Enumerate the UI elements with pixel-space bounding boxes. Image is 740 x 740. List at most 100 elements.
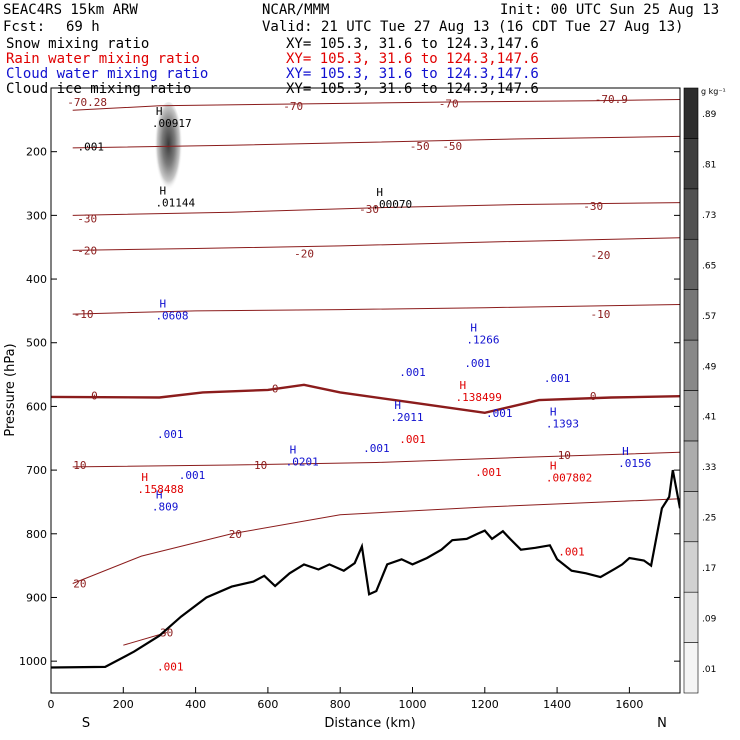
- header-fcst-hours: 69 h: [66, 19, 100, 35]
- mixing-ratio-contour-label: .001: [399, 366, 426, 379]
- maximum-marker: H: [156, 488, 163, 501]
- temperature-contour-line: [72, 202, 680, 216]
- y-tick-label: 900: [26, 591, 47, 604]
- temperature-contour-label: 10: [254, 459, 267, 472]
- maximum-value-label: .0608: [155, 309, 188, 322]
- maximum-value-label: .1393: [546, 418, 579, 431]
- colorbar-swatch: [683, 87, 699, 139]
- colorbar-level-label: .25: [702, 514, 716, 524]
- temperature-contour-label: -20: [294, 248, 314, 261]
- x-tick-label: 1200: [471, 698, 499, 711]
- maximum-marker: H: [459, 379, 466, 392]
- colorbar-level-label: .09: [702, 614, 717, 624]
- maximum-value-label: .00917: [152, 117, 192, 130]
- temperature-contour-label: -50: [442, 140, 462, 153]
- colorbar-swatch: [683, 339, 699, 391]
- field-rain-label: Rain water mixing ratio: [6, 51, 200, 67]
- temperature-contour-line: [72, 498, 680, 584]
- header-fcst-label: Fcst:: [3, 19, 46, 35]
- x-axis-left-end-label: S: [82, 716, 90, 731]
- maximum-value-label: .0156: [618, 457, 651, 470]
- temperature-contour-label: 10: [73, 459, 86, 472]
- y-tick-label: 200: [26, 146, 47, 159]
- header-init: Init: 00 UTC Sun 25 Aug 13: [500, 2, 720, 18]
- maximum-value-label: .007802: [546, 472, 592, 485]
- mixing-ratio-contour-label: .001: [363, 442, 390, 455]
- maximum-marker: H: [550, 460, 557, 473]
- temperature-contour-line: [72, 237, 680, 251]
- temperature-contour-label: -70.28: [67, 96, 107, 109]
- temperature-contour-label: 20: [73, 577, 86, 590]
- temperature-contour-label: -10: [74, 308, 94, 321]
- colorbar-unit-label: g kg⁻¹: [701, 87, 726, 96]
- maximum-value-label: .01144: [155, 197, 195, 210]
- maximum-marker: H: [159, 185, 166, 198]
- y-axis-label: Pressure (hPa): [3, 343, 18, 436]
- x-tick-label: 200: [113, 698, 134, 711]
- maximum-value-label: .2011: [390, 411, 423, 424]
- temperature-contour-label: 0: [590, 390, 597, 403]
- colorbar-swatch: [683, 138, 699, 190]
- colorbar-swatch: [683, 289, 699, 341]
- temperature-contour-label: 0: [91, 390, 98, 403]
- x-tick-label: 1000: [398, 698, 426, 711]
- maximum-marker: H: [470, 321, 477, 334]
- temperature-contour-label: -20: [77, 244, 97, 257]
- colorbar-swatch: [683, 591, 699, 643]
- maximum-marker: H: [376, 186, 383, 199]
- colorbar-level-label: .81: [702, 161, 716, 171]
- field-cloud-water-xy: XY= 105.3, 31.6 to 124.3,147.6: [286, 66, 539, 82]
- colorbar-swatch: [683, 491, 699, 543]
- temperature-contour-label: -50: [410, 140, 430, 153]
- plot-frame: [50, 87, 681, 694]
- colorbar-level-label: .01: [702, 665, 716, 675]
- field-snow-xy: XY= 105.3, 31.6 to 124.3,147.6: [286, 36, 539, 52]
- x-tick-label: 1600: [615, 698, 643, 711]
- maximum-value-label: .00070: [372, 198, 412, 211]
- temperature-contour-line: [72, 304, 680, 315]
- y-tick-label: 400: [26, 273, 47, 286]
- maximum-marker: H: [622, 445, 629, 458]
- x-axis-label: Distance (km): [324, 716, 415, 731]
- colorbar-swatch: [683, 541, 699, 593]
- temperature-contour-label: 0: [272, 383, 279, 396]
- mixing-ratio-contour-label: .001: [399, 433, 426, 446]
- colorbar-swatch: [683, 188, 699, 240]
- mixing-ratio-contour-label: .001: [157, 428, 184, 441]
- x-tick-label: 0: [48, 698, 55, 711]
- maximum-marker: H: [141, 471, 148, 484]
- temperature-contour-label: -30: [359, 203, 379, 216]
- temperature-contour-label: 10: [558, 449, 571, 462]
- maximum-value-label: .1266: [466, 333, 499, 346]
- field-cloud-water-label: Cloud water mixing ratio: [6, 66, 209, 82]
- y-tick-label: 700: [26, 464, 47, 477]
- temperature-contour-label: 30: [160, 627, 173, 640]
- maximum-value-label: .158488: [137, 483, 183, 496]
- colorbar-level-label: .73: [702, 211, 716, 221]
- y-tick-label: 800: [26, 528, 47, 541]
- mixing-ratio-contour-label: .001: [486, 407, 513, 420]
- x-tick-label: 400: [185, 698, 206, 711]
- y-tick-label: 600: [26, 400, 47, 413]
- temperature-contour-label: -20: [591, 249, 611, 262]
- y-tick-label: 1000: [19, 655, 47, 668]
- header-center: NCAR/MMM: [262, 2, 330, 18]
- colorbar-level-label: .65: [702, 261, 716, 271]
- temperature-contour-line: [72, 99, 680, 111]
- temperature-contour-line: [72, 451, 680, 468]
- mixing-ratio-contour-label: .001: [464, 357, 491, 370]
- maximum-value-label: .809: [152, 500, 179, 513]
- field-snow-label: Snow mixing ratio: [6, 36, 150, 52]
- temperature-contour-label: -70.9: [595, 93, 628, 106]
- colorbar-swatch: [683, 238, 699, 290]
- cloud-ice-core: [154, 101, 183, 196]
- mixing-ratio-contour-label: .001: [558, 546, 585, 559]
- mixing-ratio-contour-label: .001: [475, 466, 502, 479]
- header-valid: Valid: 21 UTC Tue 27 Aug 13 (16 CDT Tue …: [262, 19, 684, 35]
- colorbar-level-label: .33: [702, 463, 716, 473]
- colorbar: .01 .09 .17 .25 .33 .41 .49 .57 .65 .73 .81 .89 g kg…: [683, 87, 726, 694]
- colorbar-swatch: [683, 440, 699, 492]
- colorbar-level-label: .57: [702, 312, 716, 322]
- colorbar-level-label: .41: [702, 413, 716, 423]
